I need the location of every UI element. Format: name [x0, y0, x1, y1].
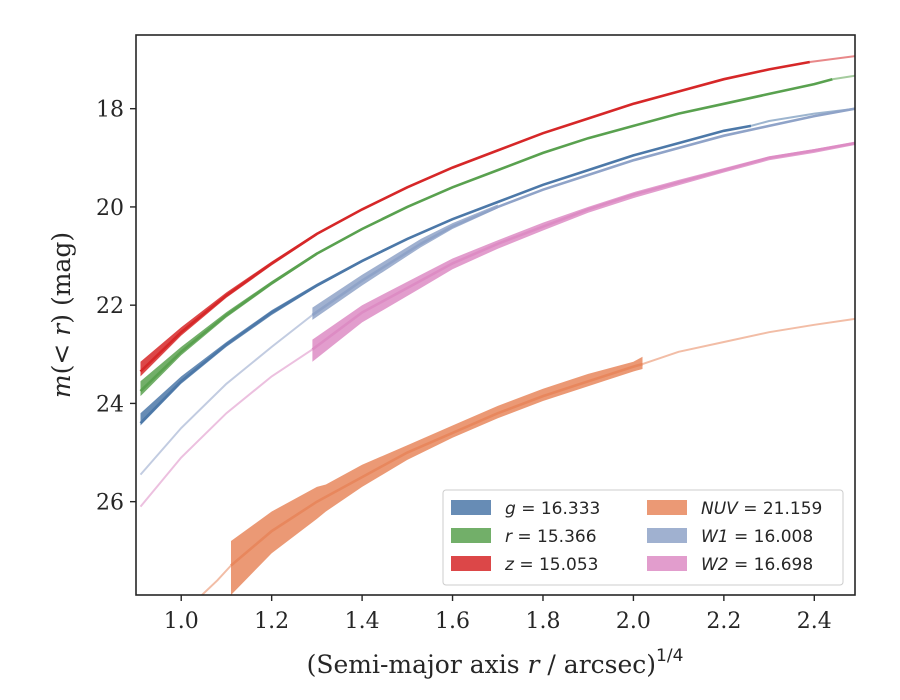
- series-w1-extrapolation-start: [139, 314, 314, 476]
- legend-swatch-nuv: [647, 500, 687, 515]
- x-tick-label: 1.2: [254, 609, 289, 634]
- y-axis-label: m(< r) (mag): [47, 232, 76, 398]
- legend-swatch-r: [451, 528, 491, 543]
- legend: g = 16.333 r = 15.366 z = 15.053 NUV = 21.1…: [442, 489, 844, 586]
- legend-swatch-z: [451, 556, 491, 571]
- y-tick-label: 22: [96, 294, 124, 319]
- x-axis-label: (Semi-major axis r / arcsec)1/4: [307, 646, 684, 679]
- legend-label-nuv: NUV = 21.159: [701, 499, 822, 519]
- plot-frame: [135, 34, 856, 596]
- series-g-line: [139, 124, 752, 425]
- series-nuv-line: [230, 362, 643, 567]
- legend-swatch-w2: [647, 556, 687, 571]
- x-tick-label: 1.8: [525, 609, 560, 634]
- legend-swatch-g: [451, 500, 491, 515]
- series-z-extrapolation-end: [809, 55, 855, 63]
- series-r-line: [139, 77, 833, 393]
- legend-label-w2: W2 = 16.698: [701, 555, 813, 575]
- legend-label-z: z = 15.053: [504, 555, 598, 575]
- legend-label-r: r = 15.366: [505, 527, 597, 547]
- legend-label-w1: W1 = 16.008: [701, 527, 813, 547]
- x-tick-label: 2.4: [797, 609, 832, 634]
- series-z-line: [139, 60, 811, 373]
- x-tick-label: 1.4: [345, 609, 380, 634]
- legend-swatch-w1: [647, 528, 687, 543]
- x-tick-label: 1.0: [164, 609, 199, 634]
- series-nuv-extrapolation-start: [200, 564, 232, 595]
- y-tick-label: 24: [96, 392, 124, 417]
- series-w2-extrapolation-start: [139, 348, 313, 508]
- series-layer: [139, 55, 855, 595]
- x-tick-label: 1.6: [435, 609, 470, 634]
- y-tick-label: 26: [96, 491, 124, 516]
- series-r-extrapolation-end: [832, 74, 855, 81]
- y-tick-label: 20: [96, 196, 124, 221]
- legend-frame: [442, 489, 844, 586]
- y-tick-label: 18: [96, 98, 124, 123]
- series-nuv-band: [231, 356, 643, 595]
- x-tick-label: 2.2: [706, 609, 741, 634]
- legend-label-g: g = 16.333: [505, 499, 600, 519]
- ticks-layer: 1.0 1.2 1.4 1.6 1.8 2.0 2.2 2.4 18 20 22 24 26: [96, 98, 832, 634]
- x-tick-label: 2.0: [616, 609, 651, 634]
- series-w1-line: [311, 107, 855, 317]
- series-w2-line: [311, 141, 855, 351]
- series-nuv-extrapolation-end: [642, 317, 855, 366]
